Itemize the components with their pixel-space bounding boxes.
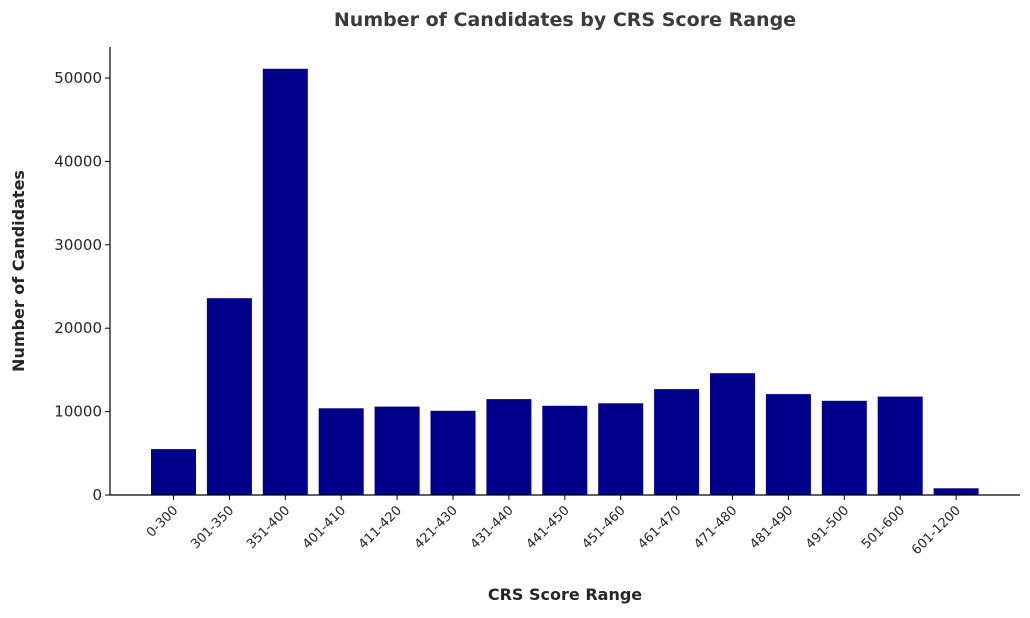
y-tick-label: 30000 xyxy=(54,236,102,254)
x-tick-label: 501-600 xyxy=(859,503,908,552)
x-tick-label: 471-480 xyxy=(691,503,740,552)
bar-481-490 xyxy=(765,394,811,495)
bar-471-480 xyxy=(710,373,755,495)
bar-351-400 xyxy=(262,68,308,496)
bar-501-600 xyxy=(877,396,923,495)
bar-601-1200 xyxy=(933,488,979,495)
chart-title: Number of Candidates by CRS Score Range xyxy=(334,9,796,31)
bar-301-350 xyxy=(206,298,252,495)
y-tick-label: 20000 xyxy=(54,319,102,337)
x-tick-label: 401-410 xyxy=(300,503,349,552)
bar-401-410 xyxy=(318,408,364,495)
bar-461-470 xyxy=(654,389,700,495)
x-tick-label: 431-440 xyxy=(468,503,517,552)
x-tick-label: 461-470 xyxy=(635,503,684,552)
bar-0-300 xyxy=(151,449,196,495)
bar-411-420 xyxy=(374,406,420,495)
bar-441-450 xyxy=(542,405,588,495)
y-tick-label: 10000 xyxy=(54,403,102,421)
x-tick-label: 351-400 xyxy=(244,503,293,552)
x-tick-label: 301-350 xyxy=(188,503,237,552)
x-tick-label: 411-420 xyxy=(356,503,405,552)
x-tick-label: 481-490 xyxy=(747,503,796,552)
y-axis-title: Number of Candidates xyxy=(9,170,28,372)
y-tick-label: 50000 xyxy=(54,69,102,87)
x-tick-label: 451-460 xyxy=(580,503,629,552)
bar-421-430 xyxy=(430,410,476,495)
y-ticks-group: 0 10000 20000 30000 40000 50000 xyxy=(54,69,110,504)
bar-491-500 xyxy=(821,400,867,495)
x-ticks-group: 0-300 301-350 351-400 401-410 411-420 421-430… xyxy=(144,495,964,558)
x-tick-label: 0-300 xyxy=(144,503,181,540)
bar-431-440 xyxy=(486,399,532,495)
x-tick-label: 441-450 xyxy=(524,503,573,552)
x-tick-label: 421-430 xyxy=(412,503,461,552)
x-tick-label: 601-1200 xyxy=(909,503,964,558)
x-axis-title: CRS Score Range xyxy=(488,585,642,604)
y-tick-label: 40000 xyxy=(54,152,102,170)
bars-group xyxy=(151,68,979,496)
y-tick-label: 0 xyxy=(92,486,102,504)
x-tick-label: 491-500 xyxy=(803,503,852,552)
bar-451-460 xyxy=(598,403,644,495)
